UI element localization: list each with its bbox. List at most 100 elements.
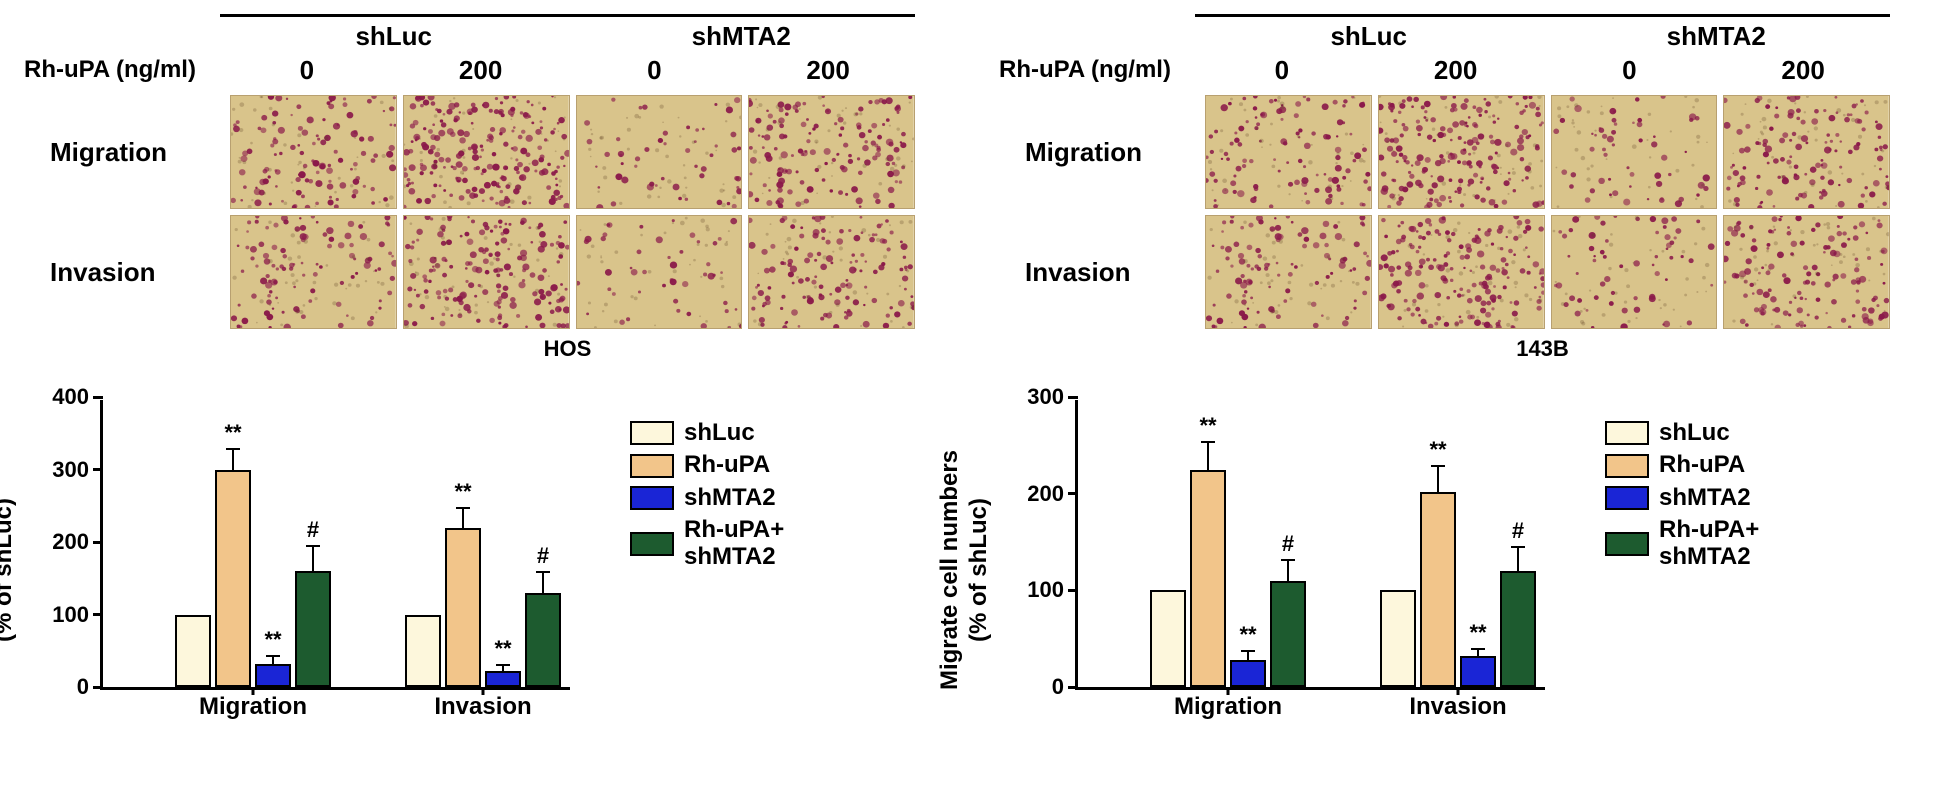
treatment-row: Rh-uPA (ng/ml)02000200 — [995, 50, 1890, 90]
legend-swatch — [630, 532, 674, 556]
dose-value: 0 — [220, 55, 394, 86]
microscopy-image — [748, 215, 915, 329]
ytick-label: 200 — [52, 529, 89, 555]
microscopy-image — [1551, 95, 1718, 209]
ytick-label: 300 — [1027, 384, 1064, 410]
significance-marker: ** — [1199, 413, 1216, 439]
y-axis-label: Migrate cell numbers(% of shLuc) — [0, 450, 19, 690]
bar-group: ****# — [163, 470, 343, 688]
microscopy-image — [1378, 215, 1545, 329]
plot-area: 0100200300400****#Migration****#Invasion — [100, 400, 570, 690]
legend-item: Rh-uPA — [630, 452, 784, 478]
microscopy-image — [576, 215, 743, 329]
row-label: Invasion — [20, 257, 230, 288]
condition-label: shLuc — [220, 21, 568, 44]
significance-marker: ** — [224, 420, 241, 446]
legend-item: shLuc — [630, 420, 784, 446]
legend-swatch — [630, 421, 674, 445]
legend-label: shLuc — [1659, 420, 1730, 446]
legend-item: shLuc — [1605, 420, 1759, 446]
microscopy-image — [576, 95, 743, 209]
microscopy-image — [748, 95, 915, 209]
bar-chart: Migrate cell numbers(% of shLuc)01002003… — [20, 380, 600, 760]
treatment-row: Rh-uPA (ng/ml)02000200 — [20, 50, 915, 90]
microscopy-image — [1551, 215, 1718, 329]
microscopy-image — [1205, 215, 1372, 329]
condition-label: shMTA2 — [1543, 21, 1891, 44]
bar — [175, 615, 211, 688]
xtick-label: Invasion — [1409, 693, 1506, 721]
bar — [1500, 571, 1536, 687]
condition-bar: shLucshMTA2 — [220, 14, 915, 44]
legend-label: shMTA2 — [684, 485, 776, 511]
chart-section: Migrate cell numbers(% of shLuc)01002003… — [20, 380, 955, 777]
ytick-label: 200 — [1027, 481, 1064, 507]
y-axis-label: Migrate cell numbers(% of shLuc) — [936, 450, 994, 690]
dose-value: 200 — [394, 55, 568, 86]
legend-item: Rh-uPA+shMTA2 — [630, 517, 784, 570]
legend-label: shMTA2 — [1659, 485, 1751, 511]
bar-group: ****# — [1368, 492, 1548, 687]
ytick-label: 0 — [1052, 674, 1064, 700]
legend-swatch — [1605, 421, 1649, 445]
legend-item: Rh-uPA+shMTA2 — [1605, 517, 1759, 570]
treatment-label: Rh-uPA (ng/ml) — [20, 56, 220, 84]
chart-section: Migrate cell numbers(% of shLuc)01002003… — [995, 380, 1930, 777]
significance-marker: ** — [264, 627, 281, 653]
bar — [525, 593, 561, 687]
condition-bar: shLucshMTA2 — [1195, 14, 1890, 44]
microscopy-section: shLucshMTA2Rh-uPA (ng/ml)02000200Migrati… — [20, 10, 955, 370]
plot-area: 0100200300****#Migration****#Invasion — [1075, 400, 1545, 690]
bar — [1190, 470, 1226, 688]
significance-marker: # — [1512, 518, 1524, 544]
bar-group: ****# — [1138, 470, 1318, 688]
microscopy-image — [1205, 95, 1372, 209]
microscopy-image — [1723, 215, 1890, 329]
xtick-label: Migration — [199, 693, 307, 721]
legend: shLuc Rh-uPA shMTA2 Rh-uPA+shMTA2 — [1605, 420, 1759, 777]
bar-chart: Migrate cell numbers(% of shLuc)01002003… — [995, 380, 1575, 760]
legend-label: Rh-uPA+shMTA2 — [684, 517, 784, 570]
microscopy-section: shLucshMTA2Rh-uPA (ng/ml)02000200Migrati… — [995, 10, 1930, 370]
microscopy-image — [403, 95, 570, 209]
bar — [255, 664, 291, 687]
bar — [1460, 656, 1496, 687]
bar — [1420, 492, 1456, 687]
dose-value: 200 — [1716, 55, 1890, 86]
condition-label: shMTA2 — [568, 21, 916, 44]
panel-143B: shLucshMTA2Rh-uPA (ng/ml)02000200Migrati… — [995, 10, 1930, 777]
significance-marker: # — [537, 543, 549, 569]
bar — [215, 470, 251, 688]
microscopy-image — [230, 215, 397, 329]
legend-swatch — [630, 486, 674, 510]
ytick-label: 400 — [52, 384, 89, 410]
image-grid: MigrationInvasion — [995, 92, 1890, 332]
legend-label: shLuc — [684, 420, 755, 446]
legend-item: Rh-uPA — [1605, 452, 1759, 478]
treatment-label: Rh-uPA (ng/ml) — [995, 56, 1195, 84]
dose-value: 0 — [568, 55, 742, 86]
ytick-label: 100 — [52, 602, 89, 628]
bar — [485, 671, 521, 687]
legend-swatch — [1605, 486, 1649, 510]
row-label: Invasion — [995, 257, 1205, 288]
microscopy-image — [403, 215, 570, 329]
legend-item: shMTA2 — [630, 485, 784, 511]
row-label: Migration — [20, 137, 230, 168]
legend-label: Rh-uPA+shMTA2 — [1659, 517, 1759, 570]
significance-marker: ** — [494, 636, 511, 662]
legend-swatch — [630, 454, 674, 478]
dose-value: 0 — [1195, 55, 1369, 86]
significance-marker: ** — [454, 479, 471, 505]
microscopy-image — [230, 95, 397, 209]
significance-marker: ** — [1239, 622, 1256, 648]
condition-label: shLuc — [1195, 21, 1543, 44]
bar-group: ****# — [393, 528, 573, 688]
legend-item: shMTA2 — [1605, 485, 1759, 511]
xtick-label: Invasion — [434, 693, 531, 721]
image-grid: Migration Invasion — [20, 92, 915, 332]
legend: shLuc Rh-uPA shMTA2 Rh-uPA+shMTA2 — [630, 420, 784, 777]
bar — [1150, 590, 1186, 687]
bar — [1270, 581, 1306, 687]
dose-value: 200 — [741, 55, 915, 86]
